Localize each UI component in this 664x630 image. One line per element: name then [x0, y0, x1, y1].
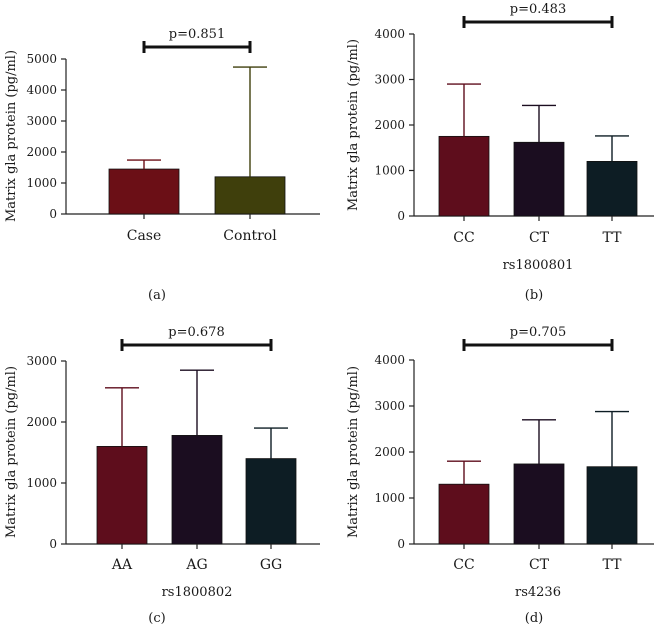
panel-label: (c) [148, 611, 165, 626]
y-axis-title: Matrix gla protein (pg/ml) [4, 366, 19, 538]
x-tick-label: AA [111, 557, 133, 573]
x-tick-label: CT [529, 230, 550, 246]
y-tick-label: 0 [397, 209, 405, 223]
y-axis-title: Matrix gla protein (pg/ml) [346, 39, 361, 211]
panel-label: (b) [525, 288, 543, 303]
y-tick-label: 4000 [374, 27, 405, 41]
bar-case [108, 168, 180, 215]
bar-tt [586, 466, 638, 545]
y-tick-label: 2000 [374, 118, 405, 132]
y-tick-label: 0 [49, 207, 57, 221]
bar-cc [438, 483, 490, 545]
x-tick-label: Control [223, 228, 277, 244]
x-tick-label: CC [453, 557, 474, 573]
y-tick-label: 0 [49, 537, 57, 551]
y-tick-label: 1000 [374, 164, 405, 178]
bar-ct [513, 463, 565, 545]
x-tick-label: AG [185, 557, 207, 573]
x-tick-label: Case [127, 228, 162, 244]
y-tick-label: 2000 [26, 145, 57, 159]
panel-label: (d) [525, 611, 543, 626]
y-axis-title: Matrix gla protein (pg/ml) [346, 366, 361, 538]
bar-tt [586, 160, 638, 217]
y-tick-label: 1000 [26, 476, 57, 490]
y-tick-label: 3000 [374, 73, 405, 87]
x-axis-title: rs1800802 [162, 585, 233, 600]
x-tick-label: TT [603, 557, 623, 573]
chart-panel-4: 0 1000 2000 3000 4000 CC CT TT rs4236 Matrix gla … [346, 325, 654, 626]
p-value-label: p=0.705 [510, 325, 566, 340]
y-tick-label: 3000 [26, 354, 57, 368]
y-tick-label: 1000 [26, 176, 57, 190]
chart-panel-3: 0 1000 2000 3000 AA AG GG rs1800802 Matrix gla p… [4, 325, 320, 626]
x-tick-label: GG [260, 557, 282, 573]
y-tick-label: 0 [397, 537, 405, 551]
chart-panel-1: 0 1000 2000 3000 4000 5000 Case Control Matrix g… [4, 27, 320, 303]
y-tick-label: 3000 [374, 399, 405, 413]
x-axis-title: rs1800801 [503, 258, 574, 273]
chart-panel-2: 0 1000 2000 3000 4000 CC CT TT rs1800801 Matrix g… [346, 2, 654, 303]
y-tick-label: 3000 [26, 114, 57, 128]
p-value-label: p=0.851 [169, 27, 225, 42]
y-tick-label: 4000 [374, 353, 405, 367]
panel-label: (a) [148, 288, 166, 303]
p-value-label: p=0.483 [510, 2, 566, 17]
y-tick-label: 4000 [26, 83, 57, 97]
bar-aa [96, 445, 148, 545]
y-tick-label: 5000 [26, 52, 57, 66]
bar-ct [513, 141, 565, 217]
y-tick-label: 2000 [26, 415, 57, 429]
bar-ag [171, 435, 223, 545]
y-tick-label: 1000 [374, 491, 405, 505]
bar-gg [245, 458, 297, 545]
x-tick-label: CC [453, 230, 474, 246]
bar-cc [438, 135, 490, 217]
bar-control [214, 176, 286, 215]
x-tick-label: CT [529, 557, 550, 573]
y-axis-title: Matrix gla protein (pg/ml) [4, 50, 19, 222]
p-value-label: p=0.678 [168, 325, 224, 340]
x-tick-label: TT [603, 230, 623, 246]
y-tick-label: 2000 [374, 445, 405, 459]
x-axis-title: rs4236 [515, 585, 561, 600]
